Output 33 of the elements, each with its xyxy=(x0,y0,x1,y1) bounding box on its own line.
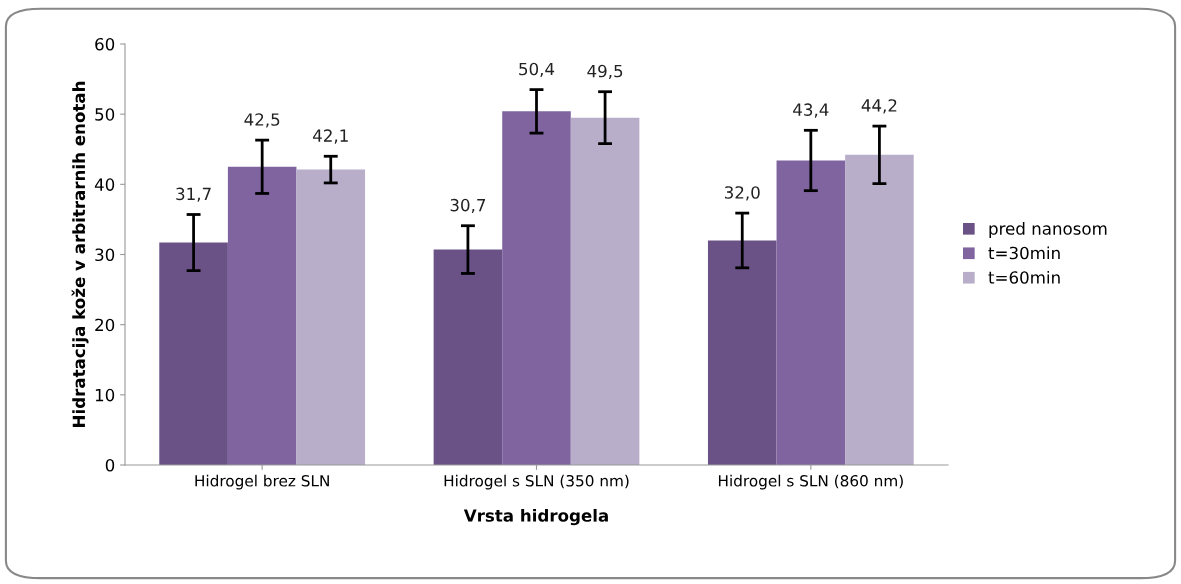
x-axis-title: Vrsta hidrogela xyxy=(463,508,608,526)
bar xyxy=(502,111,571,465)
data-label: 49,5 xyxy=(587,64,623,80)
x-tick-label: Hidrogel s SLN (860 nm) xyxy=(718,474,903,490)
y-tick-label: 20 xyxy=(95,318,115,332)
y-tick-label: 40 xyxy=(94,178,115,191)
x-tick-label: Hidrogel brez SLN xyxy=(195,474,329,490)
data-label: 42,1 xyxy=(313,129,348,144)
y-tick-label: 30 xyxy=(95,248,115,262)
data-label: 32,0 xyxy=(724,186,760,201)
legend-label: t=60min xyxy=(988,270,1060,284)
data-label: 43,4 xyxy=(793,103,829,118)
bar xyxy=(433,249,503,465)
y-tick-label: 10 xyxy=(95,388,115,402)
data-label: 31,7 xyxy=(176,187,211,202)
bar xyxy=(159,242,228,465)
data-label: 44,2 xyxy=(861,99,897,114)
y-tick-label: 50 xyxy=(95,108,115,121)
legend-label: t=30min xyxy=(988,246,1060,260)
bar xyxy=(776,160,846,465)
data-label: 50,4 xyxy=(519,62,555,77)
x-tick-label: Hidrogel s SLN (350 nm) xyxy=(444,474,629,490)
y-tick-label: 60 xyxy=(95,37,115,51)
bar xyxy=(296,169,366,465)
y-axis-title: Hidratacija kože v arbitrarnih enotah xyxy=(71,81,89,427)
data-label: 42,5 xyxy=(244,113,280,128)
legend-label: pred nanosom xyxy=(989,221,1107,239)
data-label: 30,7 xyxy=(450,198,486,214)
bar xyxy=(845,154,914,465)
bar xyxy=(227,166,297,465)
bar xyxy=(570,117,640,465)
y-tick-label: 0 xyxy=(105,458,115,472)
bar xyxy=(707,240,777,465)
